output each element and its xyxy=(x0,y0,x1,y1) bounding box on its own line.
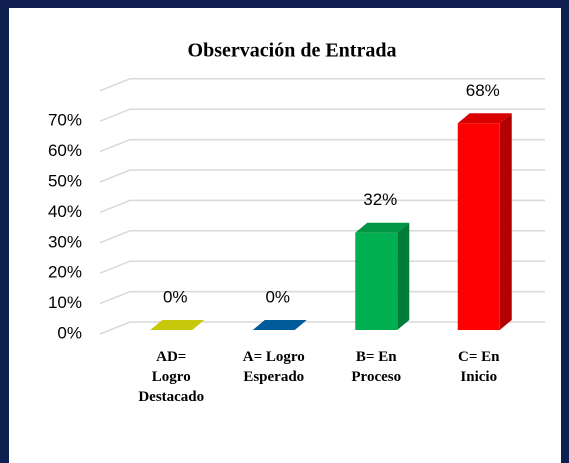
y-tick-label: 40% xyxy=(48,202,82,221)
bar-front xyxy=(355,232,398,330)
x-tick-label: A= Logro Esperado xyxy=(242,349,305,385)
bar xyxy=(150,320,205,330)
grid-line xyxy=(99,108,545,122)
bar-top xyxy=(457,113,512,124)
y-tick-label: 10% xyxy=(48,293,82,312)
bar xyxy=(355,222,410,330)
x-tick-label: AD= Logro Destacado xyxy=(138,349,205,405)
value-label: 68% xyxy=(466,81,500,100)
value-label: 0% xyxy=(163,287,188,306)
bar-top xyxy=(355,222,410,233)
bar xyxy=(252,320,307,330)
grid-line xyxy=(99,169,545,183)
value-label: 0% xyxy=(265,287,290,306)
x-tick-label: B= En Proceso xyxy=(351,349,402,385)
y-tick-label: 20% xyxy=(48,263,82,282)
grid-line xyxy=(99,199,545,214)
value-label: 32% xyxy=(363,190,397,209)
chart-title: Observación de Entrada xyxy=(188,40,397,62)
grid-line xyxy=(99,78,545,92)
y-tick-label: 60% xyxy=(48,141,82,160)
bar-side xyxy=(397,222,410,330)
x-tick-label: C= En Inicio xyxy=(458,349,500,385)
y-tick-label: 0% xyxy=(57,323,82,342)
bar-front xyxy=(457,123,500,330)
bar-top xyxy=(150,320,205,330)
bar xyxy=(457,113,512,330)
grid-line xyxy=(99,138,545,153)
bar-top xyxy=(252,320,307,330)
y-tick-label: 50% xyxy=(48,171,82,190)
bar-side xyxy=(499,113,512,330)
y-tick-label: 30% xyxy=(48,232,82,251)
y-tick-label: 70% xyxy=(48,111,82,130)
